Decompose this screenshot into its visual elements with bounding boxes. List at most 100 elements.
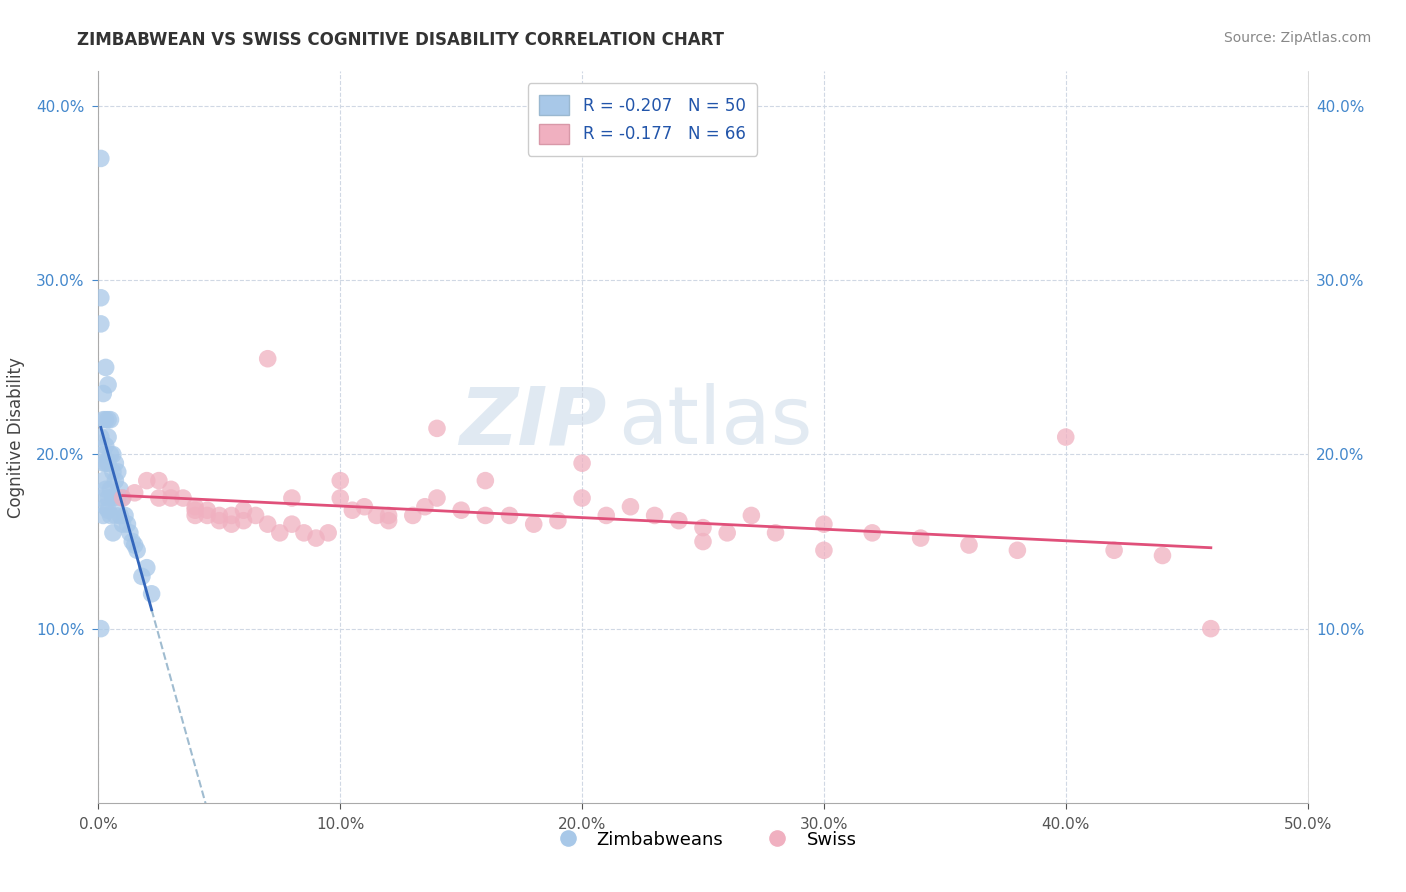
Point xyxy=(97,503,120,517)
Point xyxy=(269,525,291,540)
Point xyxy=(644,508,666,523)
Point xyxy=(107,465,129,479)
Point xyxy=(97,491,120,505)
Point xyxy=(94,439,117,453)
Point xyxy=(256,351,278,366)
Point xyxy=(221,517,243,532)
Point xyxy=(426,421,449,435)
Point xyxy=(474,474,496,488)
Text: Source: ZipAtlas.com: Source: ZipAtlas.com xyxy=(1223,31,1371,45)
Point xyxy=(97,456,120,470)
Point xyxy=(90,152,112,166)
Point xyxy=(813,543,835,558)
Point xyxy=(91,508,114,523)
Point xyxy=(413,500,436,514)
Point xyxy=(245,508,267,523)
Point xyxy=(232,503,254,517)
Point xyxy=(91,474,114,488)
Point xyxy=(90,317,112,331)
Point xyxy=(90,430,112,444)
Point xyxy=(571,456,593,470)
Point xyxy=(450,503,472,517)
Point xyxy=(148,474,170,488)
Y-axis label: Cognitive Disability: Cognitive Disability xyxy=(7,357,25,517)
Point xyxy=(221,508,243,523)
Point xyxy=(135,560,157,574)
Point xyxy=(692,521,714,535)
Point xyxy=(571,491,593,505)
Point xyxy=(160,491,183,505)
Point xyxy=(101,448,124,462)
Text: atlas: atlas xyxy=(619,384,813,461)
Point xyxy=(957,538,980,552)
Point xyxy=(90,622,112,636)
Point xyxy=(94,483,117,497)
Point xyxy=(108,508,131,523)
Point xyxy=(595,508,617,523)
Point xyxy=(104,508,127,523)
Point xyxy=(329,491,352,505)
Point xyxy=(692,534,714,549)
Point xyxy=(292,525,315,540)
Point xyxy=(377,514,399,528)
Point xyxy=(813,517,835,532)
Point xyxy=(91,456,114,470)
Point xyxy=(97,430,120,444)
Point xyxy=(195,503,218,517)
Point xyxy=(281,491,304,505)
Point xyxy=(94,500,117,514)
Point xyxy=(1054,430,1077,444)
Point xyxy=(281,517,304,532)
Point xyxy=(342,503,364,517)
Point xyxy=(94,360,117,375)
Point xyxy=(619,500,641,514)
Point xyxy=(101,525,124,540)
Point xyxy=(353,500,375,514)
Point xyxy=(208,508,231,523)
Point xyxy=(402,508,425,523)
Text: ZIMBABWEAN VS SWISS COGNITIVE DISABILITY CORRELATION CHART: ZIMBABWEAN VS SWISS COGNITIVE DISABILITY… xyxy=(77,31,724,49)
Point xyxy=(94,412,117,426)
Point xyxy=(329,474,352,488)
Point xyxy=(117,517,139,532)
Point xyxy=(208,514,231,528)
Point xyxy=(97,412,120,426)
Point xyxy=(184,508,207,523)
Point xyxy=(91,386,114,401)
Point xyxy=(124,485,146,500)
Point xyxy=(305,531,328,545)
Point xyxy=(94,456,117,470)
Point xyxy=(100,483,122,497)
Point xyxy=(232,514,254,528)
Point xyxy=(172,491,194,505)
Point xyxy=(256,517,278,532)
Point xyxy=(111,517,134,532)
Point xyxy=(1007,543,1029,558)
Point xyxy=(547,514,569,528)
Point xyxy=(1199,622,1222,636)
Point xyxy=(195,508,218,523)
Point xyxy=(111,491,134,505)
Text: ZIP: ZIP xyxy=(458,384,606,461)
Point xyxy=(377,508,399,523)
Point xyxy=(316,525,339,540)
Point xyxy=(740,508,762,523)
Point xyxy=(104,474,127,488)
Point xyxy=(523,517,546,532)
Point xyxy=(131,569,153,583)
Point xyxy=(104,456,127,470)
Point xyxy=(160,483,183,497)
Point xyxy=(90,491,112,505)
Point xyxy=(97,377,120,392)
Point xyxy=(910,531,932,545)
Point xyxy=(107,491,129,505)
Point xyxy=(716,525,738,540)
Point xyxy=(100,448,122,462)
Point xyxy=(184,500,207,514)
Point xyxy=(111,491,134,505)
Point xyxy=(135,474,157,488)
Point xyxy=(91,412,114,426)
Point xyxy=(426,491,449,505)
Point xyxy=(765,525,787,540)
Point xyxy=(474,508,496,523)
